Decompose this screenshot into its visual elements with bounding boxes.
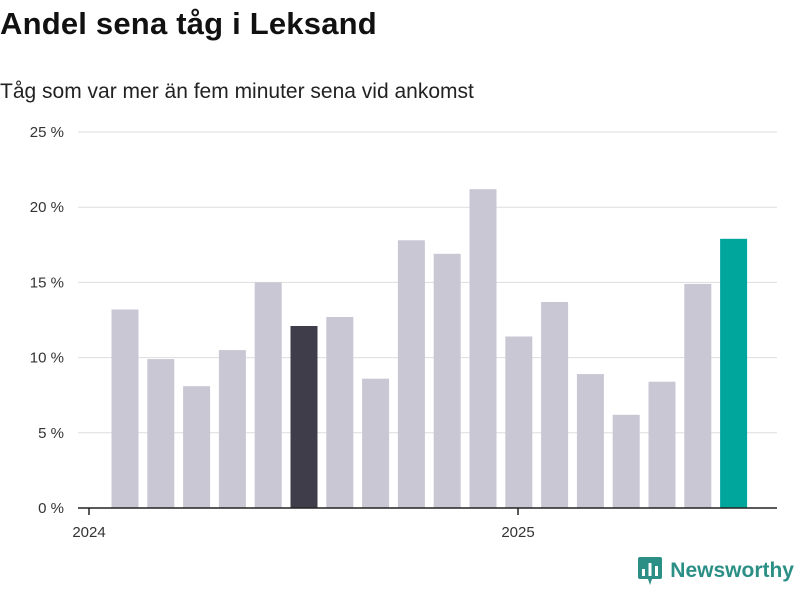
bar [362, 378, 390, 508]
bar [576, 374, 604, 508]
newsworthy-logo: Newsworthy [638, 556, 794, 586]
bar [111, 309, 139, 508]
bar [433, 253, 461, 508]
bar [290, 326, 318, 508]
y-axis-tick-labels: 0 % 5 % 10 % 15 % 20 % 25 % [30, 124, 64, 517]
y-tick-label: 20 % [30, 199, 64, 216]
x-tick-label: 2024 [72, 524, 105, 541]
bar [218, 350, 246, 508]
bar [720, 238, 748, 509]
y-tick-label: 5 % [38, 425, 64, 442]
bar [684, 283, 712, 508]
x-tick-label: 2025 [501, 524, 534, 541]
bar [648, 381, 676, 508]
x-axis: 2024 2025 [72, 507, 777, 541]
newsworthy-logo-icon [638, 557, 663, 585]
bar [254, 282, 282, 508]
bar [397, 240, 425, 509]
y-tick-label: 25 % [30, 124, 64, 141]
bar [612, 414, 640, 508]
bars [111, 189, 748, 509]
y-tick-label: 15 % [30, 274, 64, 291]
logo-text: Newsworthy [670, 559, 794, 582]
bar [147, 359, 175, 508]
chart-title: Andel sena tåg i Leksand [0, 6, 377, 41]
bar [541, 302, 569, 508]
chart-subtitle: Tåg som var mer än fem minuter sena vid … [0, 80, 474, 103]
y-tick-label: 0 % [38, 500, 64, 517]
bar [183, 386, 211, 508]
y-tick-label: 10 % [30, 350, 64, 367]
bar [505, 336, 533, 508]
bar-chart: 0 % 5 % 10 % 15 % 20 % 25 % 2024 2025 [30, 124, 777, 541]
bar [326, 317, 354, 508]
bar [469, 189, 497, 508]
